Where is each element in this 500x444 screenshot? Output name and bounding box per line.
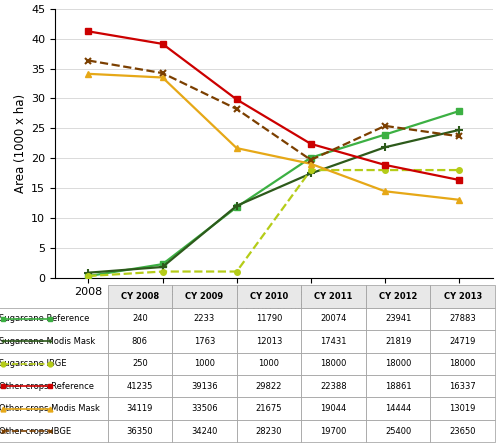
Y-axis label: Area (1000 x ha): Area (1000 x ha) [14,94,27,193]
X-axis label: Crop-year: Crop-year [244,301,303,314]
